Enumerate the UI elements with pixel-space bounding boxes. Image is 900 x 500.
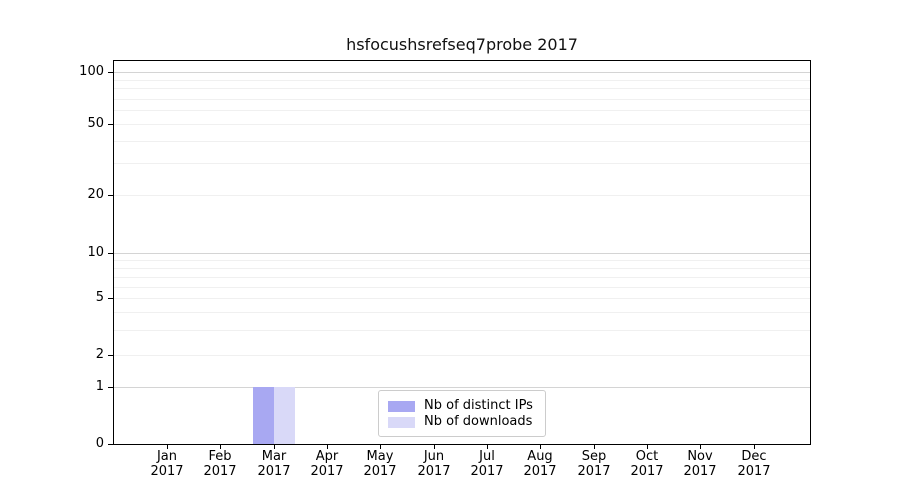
gridline-80 <box>114 88 810 90</box>
x-tick-year: 2017 <box>310 464 344 479</box>
x-tick-year: 2017 <box>577 464 611 479</box>
gridline-6 <box>114 286 810 288</box>
x-tick-mark-5 <box>380 445 381 449</box>
x-tick-month: Apr <box>315 449 339 464</box>
x-tick-year: 2017 <box>417 464 451 479</box>
x-tick-label-4: Apr 2017 <box>295 449 359 479</box>
gridline-70 <box>114 98 810 100</box>
x-tick-label-10: Oct 2017 <box>615 449 679 479</box>
gridline-3 <box>114 330 810 332</box>
x-tick-year: 2017 <box>630 464 664 479</box>
y-tick-label-100: 100 <box>79 64 104 79</box>
x-tick-year: 2017 <box>257 464 291 479</box>
x-tick-month: Jul <box>479 449 495 464</box>
x-tick-year: 2017 <box>683 464 717 479</box>
legend-label: Nb of downloads <box>424 414 533 429</box>
y-tick-mark-50 <box>108 124 113 125</box>
y-tick-mark-100 <box>108 72 113 73</box>
x-tick-year: 2017 <box>470 464 504 479</box>
x-tick-month: Feb <box>208 449 232 464</box>
x-tick-label-3: Mar 2017 <box>242 449 306 479</box>
gridline-100 <box>114 71 810 73</box>
x-tick-year: 2017 <box>523 464 557 479</box>
y-tick-mark-20 <box>108 195 113 196</box>
gridline-60 <box>114 110 810 112</box>
y-tick-label-5: 5 <box>95 290 104 305</box>
gridline-90 <box>114 79 810 81</box>
x-tick-mark-12 <box>754 445 755 449</box>
y-tick-mark-10 <box>108 253 113 254</box>
bar-nb-of-distinct-ips-mar-2017 <box>252 387 274 444</box>
x-tick-mark-3 <box>274 445 275 449</box>
gridline-40 <box>114 141 810 143</box>
x-tick-mark-9 <box>594 445 595 449</box>
x-tick-label-6: Jun 2017 <box>402 449 466 479</box>
x-tick-year: 2017 <box>737 464 771 479</box>
legend-item: Nb of distinct IPs <box>388 398 536 414</box>
y-tick-mark-2 <box>108 355 113 356</box>
x-tick-mark-1 <box>167 445 168 449</box>
legend: Nb of distinct IPs Nb of downloads <box>378 390 546 437</box>
x-tick-label-8: Aug 2017 <box>508 449 572 479</box>
x-tick-month: Jun <box>423 449 445 464</box>
x-tick-mark-8 <box>540 445 541 449</box>
x-tick-label-9: Sep 2017 <box>562 449 626 479</box>
x-tick-mark-7 <box>487 445 488 449</box>
x-tick-mark-4 <box>327 445 328 449</box>
gridline-9 <box>114 260 810 262</box>
x-tick-month: Sep <box>581 449 607 464</box>
gridline-1 <box>114 387 810 389</box>
y-tick-label-2: 2 <box>95 347 104 362</box>
x-tick-year: 2017 <box>363 464 397 479</box>
x-tick-year: 2017 <box>203 464 237 479</box>
x-tick-year: 2017 <box>150 464 184 479</box>
y-tick-label-20: 20 <box>87 187 104 202</box>
x-tick-label-7: Jul 2017 <box>455 449 519 479</box>
bar-nb-of-downloads-mar-2017 <box>273 387 295 444</box>
x-tick-month: May <box>366 449 394 464</box>
gridline-5 <box>114 298 810 300</box>
x-tick-month: Nov <box>687 449 713 464</box>
gridline-8 <box>114 267 810 269</box>
gridline-30 <box>114 163 810 165</box>
chart-title: hsfocushsrefseq7probe 2017 <box>346 35 578 54</box>
gridline-10 <box>114 253 810 255</box>
x-tick-label-2: Feb 2017 <box>188 449 252 479</box>
y-tick-label-1: 1 <box>95 379 104 394</box>
gridline-20 <box>114 194 810 196</box>
x-tick-mark-11 <box>700 445 701 449</box>
y-tick-label-50: 50 <box>87 116 104 131</box>
gridline-2 <box>114 355 810 357</box>
y-tick-label-0: 0 <box>95 436 104 451</box>
gridline-50 <box>114 123 810 125</box>
x-tick-label-1: Jan 2017 <box>135 449 199 479</box>
legend-item: Nb of downloads <box>388 414 536 430</box>
y-tick-mark-5 <box>108 298 113 299</box>
legend-label: Nb of distinct IPs <box>424 398 533 413</box>
legend-swatch-icon <box>388 416 415 428</box>
x-tick-mark-2 <box>220 445 221 449</box>
legend-swatch-icon <box>388 400 415 412</box>
x-tick-month: Mar <box>261 449 287 464</box>
gridline-7 <box>114 276 810 278</box>
x-tick-label-12: Dec 2017 <box>722 449 786 479</box>
x-tick-label-11: Nov 2017 <box>668 449 732 479</box>
y-tick-mark-0 <box>108 444 113 445</box>
x-tick-mark-6 <box>434 445 435 449</box>
x-tick-month: Oct <box>635 449 659 464</box>
y-tick-label-10: 10 <box>87 245 104 260</box>
x-tick-mark-10 <box>647 445 648 449</box>
plot-area: Nb of distinct IPs Nb of downloads <box>113 60 811 445</box>
x-tick-label-5: May 2017 <box>348 449 412 479</box>
gridline-4 <box>114 312 810 314</box>
x-tick-month: Aug <box>527 449 553 464</box>
x-tick-month: Jan <box>156 449 178 464</box>
x-tick-month: Dec <box>741 449 767 464</box>
y-tick-mark-1 <box>108 387 113 388</box>
